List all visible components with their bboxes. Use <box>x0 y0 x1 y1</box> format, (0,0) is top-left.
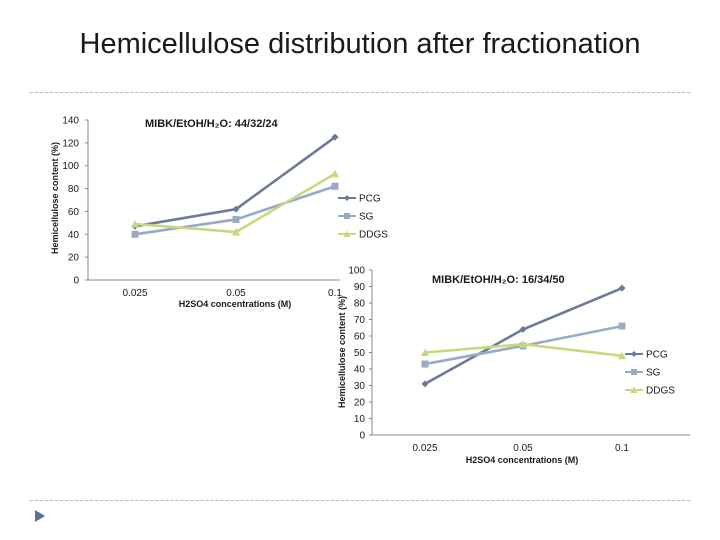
legend-marker-pcg <box>344 195 350 201</box>
data-point-pcg <box>519 325 527 333</box>
chart-title: MIBK/EtOH/H₂O: 44/32/24 <box>145 118 279 130</box>
x-axis-label: H2SO4 concentrations (M) <box>466 455 579 465</box>
data-point-pcg <box>421 380 429 388</box>
y-tick-label: 30 <box>354 381 366 392</box>
y-tick-label: 50 <box>354 348 366 359</box>
series-line-pcg <box>134 136 336 228</box>
data-point-sg <box>421 360 429 368</box>
y-axis-label: Hemicellulose content (%) <box>337 296 347 408</box>
y-tick-label: 70 <box>354 315 366 326</box>
y-tick-label: 60 <box>354 332 366 343</box>
data-point-ddgs <box>421 348 429 356</box>
x-tick-label: 0.05 <box>226 288 246 299</box>
data-point-ddgs <box>232 228 240 236</box>
x-tick-label: 0.025 <box>122 288 147 299</box>
x-axis-label: H2SO4 concentrations (M) <box>179 299 292 309</box>
y-tick-label: 80 <box>354 299 366 310</box>
legend-marker-ddgs <box>343 230 351 237</box>
data-point-sg <box>131 230 139 238</box>
data-point-pcg <box>232 205 240 213</box>
slide-title: Hemicellulose distribution after fractio… <box>79 28 641 60</box>
y-tick-label: 20 <box>354 398 366 409</box>
data-point-ddgs <box>618 351 626 360</box>
y-tick-label: 140 <box>62 116 79 127</box>
legend-marker-sg <box>631 369 637 375</box>
x-tick-label: 0.025 <box>412 443 437 454</box>
legend-label-sg: SG <box>646 368 661 379</box>
x-tick-label: 0.05 <box>513 443 533 454</box>
legend-label-pcg: PCG <box>646 350 668 361</box>
data-point-pcg <box>331 133 339 141</box>
legend-label-pcg: PCG <box>359 194 381 205</box>
bullet-arrow-icon <box>35 510 45 522</box>
y-tick-label: 100 <box>62 161 79 172</box>
data-point-ddgs <box>131 220 139 228</box>
y-tick-label: 60 <box>68 207 80 218</box>
x-tick-label: 0.1 <box>615 443 629 454</box>
x-tick-label: 0.1 <box>328 288 342 299</box>
legend-marker-ddgs <box>630 386 638 393</box>
data-point-sg <box>331 182 339 190</box>
legend-label-ddgs: DDGS <box>646 386 675 397</box>
y-tick-label: 0 <box>359 431 365 442</box>
series-line-ddgs <box>134 172 336 234</box>
y-tick-label: 0 <box>73 276 79 287</box>
top-divider <box>30 92 690 93</box>
data-point-ddgs <box>519 340 527 348</box>
y-tick-label: 80 <box>68 184 80 195</box>
legend-marker-pcg <box>631 351 637 357</box>
y-tick-label: 20 <box>68 253 80 264</box>
y-tick-label: 90 <box>354 282 366 293</box>
y-tick-label: 120 <box>62 138 79 149</box>
series-line-pcg <box>424 286 623 385</box>
y-axis-label: Hemicellulose content (%) <box>50 142 60 254</box>
y-tick-label: 10 <box>354 414 366 425</box>
chart-title: MIBK/EtOH/H₂O: 16/34/50 <box>432 274 565 286</box>
legend-marker-sg <box>344 213 350 219</box>
legend-label-ddgs: DDGS <box>359 230 388 241</box>
y-tick-label: 40 <box>68 230 80 241</box>
legend-label-sg: SG <box>359 212 374 223</box>
data-point-sg <box>232 215 240 223</box>
bottom-divider <box>30 500 690 501</box>
y-tick-label: 100 <box>348 266 365 277</box>
data-point-sg <box>618 322 626 330</box>
data-point-pcg <box>618 284 626 292</box>
y-tick-label: 40 <box>354 365 366 376</box>
data-point-ddgs <box>331 169 339 178</box>
